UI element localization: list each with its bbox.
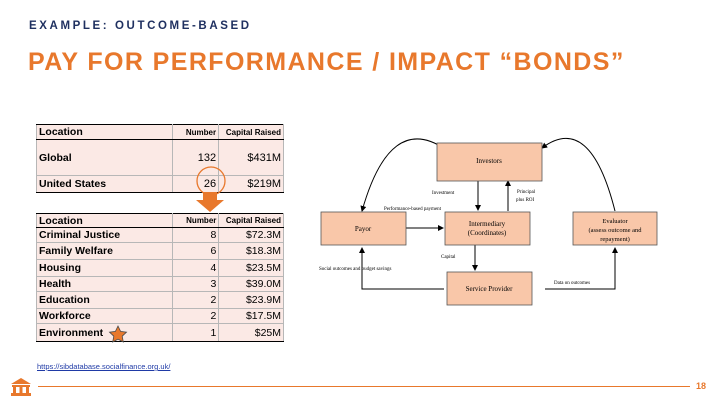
cell-capital: $25M — [218, 323, 284, 342]
cell-location: Family Welfare — [35, 242, 174, 260]
capital-label: Capital — [441, 255, 456, 260]
table-row: United States 26 $219M — [36, 175, 284, 193]
intermediary-box: Intermediary (Coordinates) — [444, 211, 531, 246]
source-link[interactable]: https://sibdatabase.socialfinance.org.uk… — [37, 362, 171, 371]
summary-table: Location Number Capital Raised Global 13… — [36, 124, 284, 193]
intermediary-label-1: Intermediary — [469, 220, 506, 228]
cell-number: 132 — [171, 139, 220, 176]
table-row: Workforce 2 $17.5M — [35, 308, 284, 324]
investment-label: Investment — [432, 191, 455, 196]
down-arrow-icon — [196, 192, 224, 212]
cell-number: 26 — [171, 175, 220, 193]
table-row: Environment 1 $25M — [35, 323, 284, 342]
university-logo-icon — [11, 378, 31, 396]
cell-capital: $219M — [218, 175, 284, 193]
cell-capital: $431M — [218, 139, 284, 176]
slide-title: PAY FOR PERFORMANCE / IMPACT “BONDS” — [28, 48, 625, 76]
star-icon — [108, 325, 128, 343]
cell-location: Environment — [35, 323, 174, 342]
table-row: Global 132 $431M — [36, 139, 284, 176]
evaluator-label-3: repayment) — [600, 236, 630, 243]
cell-location: Housing — [35, 259, 174, 277]
social-outcomes-arrow — [359, 247, 444, 290]
cell-capital: $72.3M — [218, 227, 284, 243]
investors-label: Investors — [476, 157, 502, 165]
cell-capital: $23.5M — [218, 259, 284, 277]
table-header-row: Location Number Capital Raised — [35, 213, 284, 228]
cell-location: Education — [35, 291, 174, 309]
arc-evaluator-to-investors — [541, 137, 616, 212]
data-outcomes-arrow — [545, 247, 618, 290]
slide-kicker: EXAMPLE: OUTCOME-BASED — [29, 20, 252, 32]
table-row: Education 2 $23.9M — [35, 291, 284, 309]
evaluator-label-2: (assess outcome and — [588, 227, 642, 234]
payor-box: Payor — [320, 211, 407, 246]
intermediary-label-2: (Coordinates) — [468, 229, 507, 237]
social-outcomes-label: Social outcomes and budget savings — [319, 267, 392, 272]
evaluator-label-1: Evaluator — [602, 218, 628, 225]
data-outcomes-label: Data on outcomes — [554, 281, 590, 286]
investors-box: Investors — [436, 142, 543, 182]
table-row: Criminal Justice 8 $72.3M — [35, 227, 284, 243]
service-provider-label: Service Provider — [466, 285, 514, 293]
service-provider-box: Service Provider — [446, 271, 533, 306]
principal-label-1: Principal — [517, 190, 536, 195]
evaluator-box: Evaluator (assess outcome and repayment) — [572, 211, 658, 246]
col-location-header: Location — [35, 213, 174, 228]
arc-investors-to-payor — [360, 138, 446, 212]
principal-label-2: plus ROI — [516, 198, 535, 203]
performance-payment-label: Performance-based payment — [384, 207, 442, 212]
footer-divider — [38, 386, 690, 387]
cell-location: United States — [36, 175, 173, 193]
page-number: 18 — [696, 381, 707, 391]
payor-label: Payor — [355, 225, 372, 233]
focus-area-table: Location Number Capital Raised Criminal … — [35, 213, 284, 342]
cell-location: Global — [36, 139, 173, 176]
table-row: Housing 4 $23.5M — [35, 259, 284, 277]
cell-number: 1 — [172, 323, 220, 342]
